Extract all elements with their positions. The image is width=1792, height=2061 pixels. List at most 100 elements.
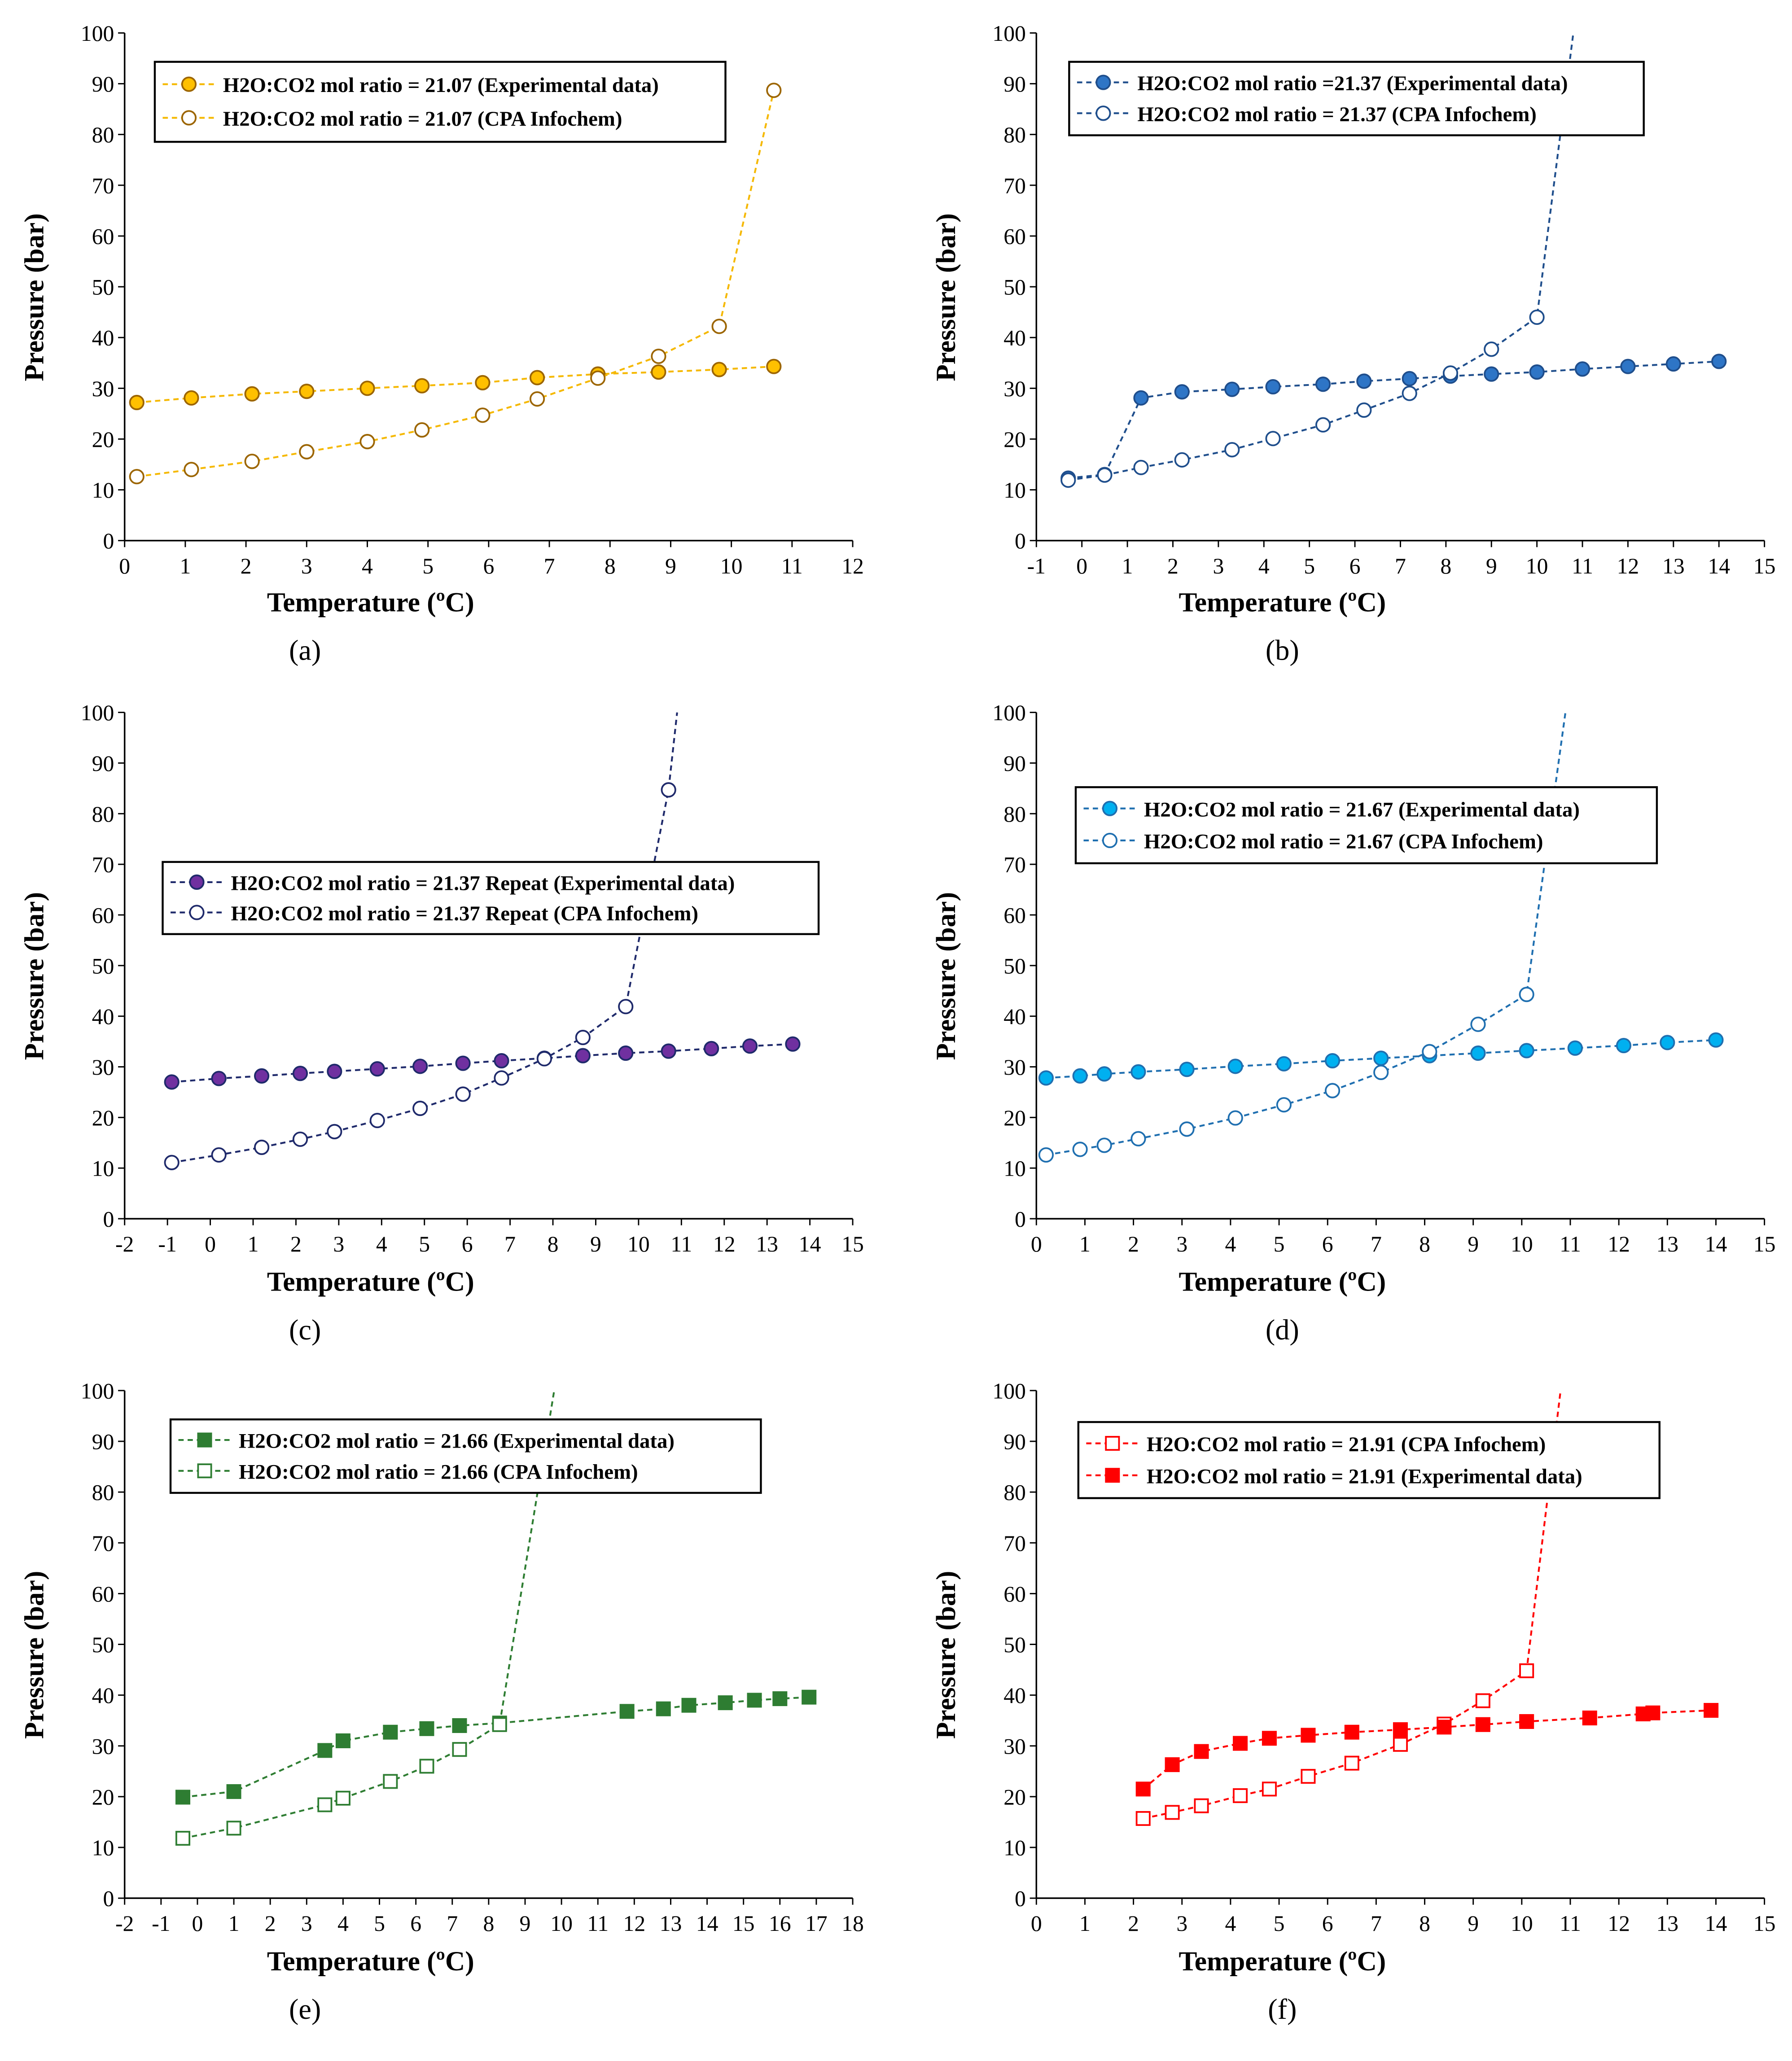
x-tick-label: 10 [627, 1232, 650, 1256]
legend-entry: H2O:CO2 mol ratio = 21.91 (Experimental … [1147, 1465, 1582, 1488]
x-tick-label: 1 [180, 554, 191, 578]
series-line-1 [136, 90, 775, 478]
legend-marker [1095, 105, 1111, 121]
legend-box [162, 861, 820, 935]
data-point [1470, 1045, 1486, 1061]
y-tick-label: 50 [1003, 1632, 1026, 1657]
y-tick-label: 0 [103, 529, 114, 553]
y-tick-label: 70 [1003, 173, 1026, 198]
data-point [529, 391, 545, 407]
x-tick-label: 9 [1468, 1911, 1479, 1936]
y-tick-label: 70 [1003, 853, 1026, 877]
x-tick-label: 5 [1274, 1232, 1285, 1256]
data-point [419, 1759, 434, 1774]
y-tick-label: 30 [92, 1055, 114, 1080]
x-tick-label: 9 [520, 1911, 531, 1936]
y-tick-label: 100 [81, 21, 114, 46]
data-point [718, 1695, 733, 1711]
series-line-0 [1068, 360, 1719, 479]
data-point [651, 348, 666, 364]
data-point [164, 1074, 180, 1090]
data-point [1519, 1043, 1534, 1059]
data-point [1072, 1142, 1088, 1157]
panel-label: (f) [1268, 1993, 1297, 2025]
x-axis-title: Temperature (ºC) [267, 587, 474, 618]
y-axis-title: Pressure (bar) [931, 892, 961, 1060]
data-point [575, 1048, 591, 1063]
data-point [747, 1693, 762, 1708]
legend-entry: H2O:CO2 mol ratio = 21.66 (CPA Infochem) [239, 1460, 638, 1483]
data-point [1519, 1663, 1534, 1678]
y-tick-label: 0 [1015, 1207, 1026, 1232]
x-tick-label: 13 [756, 1232, 778, 1256]
x-tick-label: 9 [1468, 1232, 1479, 1256]
data-point [335, 1790, 351, 1806]
data-point [1519, 1714, 1534, 1729]
x-tick-label: 3 [1213, 554, 1224, 578]
data-point [802, 1689, 817, 1705]
data-point [1179, 1121, 1195, 1137]
y-tick-label: 80 [92, 1480, 114, 1505]
x-tick-label: 10 [1526, 554, 1548, 578]
y-axis-title: Pressure (bar) [931, 1571, 961, 1739]
data-point [1060, 472, 1076, 488]
x-tick-label: -1 [152, 1911, 170, 1936]
y-tick-label: 70 [92, 173, 114, 198]
legend-entry: H2O:CO2 mol ratio = 21.37 (CPA Infochem) [1137, 103, 1537, 126]
x-tick-label: 5 [1304, 554, 1315, 578]
legend: H2O:CO2 mol ratio = 21.66 (Experimental … [169, 1418, 762, 1494]
y-tick-label: 30 [92, 1734, 114, 1759]
data-point [1665, 356, 1681, 372]
x-tick-label: 15 [1753, 554, 1776, 578]
data-point [299, 444, 315, 459]
y-tick-label: 100 [992, 700, 1026, 725]
y-tick-label: 80 [1003, 1480, 1026, 1505]
x-tick-label: 10 [1511, 1232, 1533, 1256]
data-point [1224, 442, 1240, 458]
legend-entry: H2O:CO2 mol ratio = 21.67 (CPA Infochem) [1144, 830, 1543, 853]
data-point [1620, 359, 1636, 374]
data-point [359, 381, 375, 396]
data-point [226, 1784, 241, 1799]
y-axis-title: Pressure (bar) [19, 892, 49, 1060]
series-line-0 [136, 365, 774, 404]
data-point [475, 407, 491, 423]
x-tick-label: 2 [241, 554, 252, 578]
data-point [335, 1733, 351, 1748]
plot-area [164, 712, 801, 1170]
x-tick-label: 2 [1128, 1232, 1139, 1256]
y-tick-label: 50 [92, 1632, 114, 1657]
data-point [1130, 1064, 1146, 1080]
y-tick-label: 10 [1003, 1156, 1026, 1181]
x-tick-label: 11 [1560, 1911, 1581, 1936]
data-point [1645, 1705, 1661, 1720]
x-tick-label: 0 [1031, 1911, 1042, 1936]
data-point [1038, 1070, 1054, 1086]
data-point [175, 1831, 191, 1846]
x-tick-label: 0 [192, 1911, 203, 1936]
data-point [1174, 384, 1190, 400]
legend: H2O:CO2 mol ratio = 21.67 (Experimental … [1074, 786, 1658, 864]
y-tick-label: 80 [92, 802, 114, 827]
legend: H2O:CO2 mol ratio =21.37 (Experimental d… [1068, 61, 1645, 136]
y-tick-label: 100 [992, 1378, 1026, 1403]
x-tick-label: 12 [1617, 554, 1639, 578]
y-tick-label: 20 [92, 1785, 114, 1809]
y-tick-label: 10 [1003, 1836, 1026, 1860]
data-point [1265, 431, 1281, 446]
data-point [618, 1045, 634, 1061]
data-point [1437, 1720, 1452, 1735]
x-tick-label: 7 [447, 1911, 458, 1936]
legend-marker [197, 1463, 212, 1479]
x-tick-label: 8 [548, 1232, 559, 1256]
x-tick-label: 5 [419, 1232, 430, 1256]
legend-marker [1095, 74, 1111, 90]
legend-box [1074, 786, 1658, 864]
data-point [175, 1790, 191, 1805]
data-point [244, 454, 260, 469]
y-tick-label: 100 [81, 1378, 114, 1403]
data-point [1301, 1769, 1316, 1784]
